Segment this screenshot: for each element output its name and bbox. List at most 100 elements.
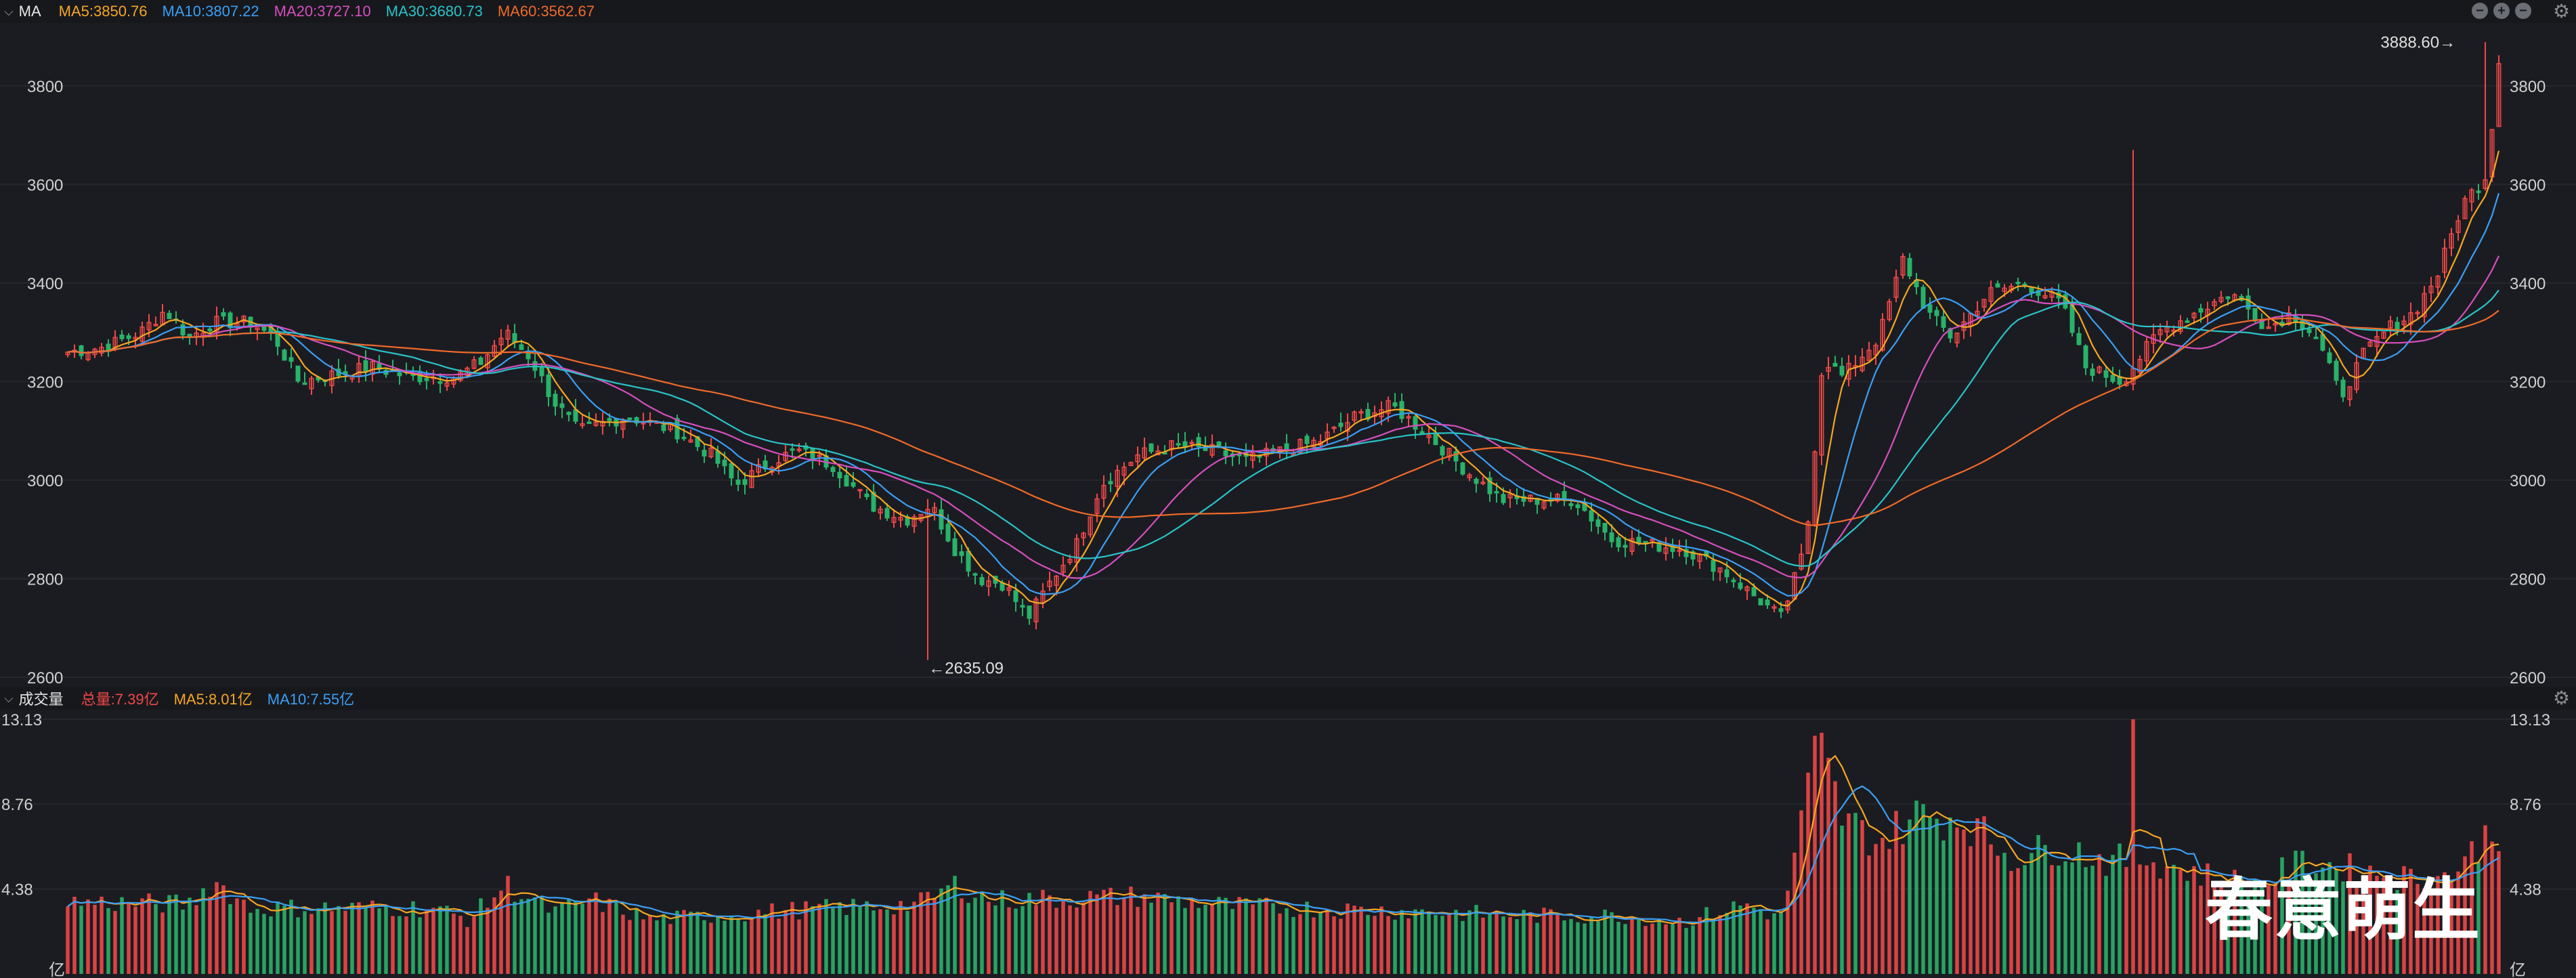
candle-body (1934, 310, 1939, 316)
volume-bar (885, 909, 889, 974)
candle-body (1616, 537, 1621, 548)
candle-body (1088, 516, 1093, 536)
volume-bar (1650, 923, 1654, 974)
volume-bar (919, 892, 923, 974)
volume-bar (235, 898, 239, 974)
volume-bar (1366, 914, 1370, 974)
volume-bar (831, 908, 835, 974)
candle-body (1487, 477, 1493, 494)
volume-bar (2497, 851, 2501, 974)
volume-bar (1989, 844, 1993, 974)
volume-ytick-left: 8.76 (1, 796, 33, 814)
candle-body (1501, 494, 1506, 503)
volume-bar (1129, 887, 1133, 974)
candle-body (945, 524, 951, 542)
volume-bar (912, 901, 916, 974)
candle-body (1954, 333, 1960, 343)
volume-bar (479, 898, 483, 974)
candle-body (1677, 549, 1682, 552)
candle-body (1115, 469, 1120, 487)
volume-bar (2212, 880, 2216, 974)
volume-bar (1765, 919, 1769, 974)
candle-body (187, 333, 192, 337)
candle-body (498, 337, 504, 345)
candle-body (228, 312, 233, 328)
candle-body (424, 378, 429, 381)
volume-bar (1840, 825, 1844, 974)
volume-bar (2341, 881, 2345, 974)
volume-bar (980, 891, 984, 974)
volume-bar (1305, 901, 1309, 974)
volume-bar (1102, 889, 1106, 974)
price-chart: 3800 3800 3600 3600 3400 3400 3200 3200 3000 3000… (0, 33, 2576, 687)
candle-body (1209, 444, 1215, 456)
candle-body (966, 551, 971, 572)
candle-body (2401, 320, 2407, 326)
volume-bar (1847, 813, 1851, 974)
candle-body (932, 507, 937, 513)
candle-body (1568, 503, 1574, 507)
add-indicator-icon[interactable]: + (2493, 3, 2510, 19)
price-ytick-right: 3800 (2510, 78, 2546, 96)
volume-bar (899, 901, 903, 974)
collapse-price-icon[interactable]: ⌵ (4, 4, 14, 18)
candle-body (437, 381, 443, 384)
volume-bar (1346, 903, 1350, 974)
volume-bar (2151, 862, 2155, 974)
volume-bar (262, 914, 266, 974)
candle-body (1900, 255, 1906, 276)
volume-bar (79, 906, 83, 974)
volume-bar (628, 920, 632, 974)
candle-body (1216, 442, 1222, 448)
candle-body (1013, 590, 1018, 602)
price-settings-gear-icon[interactable]: ⚙ (2553, 1, 2571, 22)
volume-bar (1623, 924, 1627, 974)
volume-bar (2090, 866, 2095, 974)
volume-bar (1894, 811, 1898, 974)
candle-body (492, 345, 497, 357)
volume-bar (1027, 893, 1031, 974)
volume-bar (2443, 872, 2447, 974)
volume-bar (2294, 851, 2298, 974)
volume-bar (1664, 924, 1668, 974)
candle-body (871, 491, 876, 512)
candle-body (505, 329, 511, 340)
volume-bar (1793, 852, 1797, 974)
price-ma30-line (67, 289, 2499, 568)
candle-body (1683, 549, 1689, 557)
volume-bar (540, 895, 544, 974)
volume-bar (1542, 908, 1546, 974)
volume-bar (154, 903, 158, 974)
collapse-volume-icon[interactable]: ⌵ (4, 691, 14, 705)
candle-body (979, 577, 985, 585)
candle-body (2218, 297, 2224, 302)
volume-bar (2375, 876, 2379, 974)
volume-bar (2239, 877, 2244, 974)
volume-bar (303, 911, 307, 974)
candle-body (2002, 287, 2007, 292)
volume-bar (1515, 919, 1519, 974)
candle-body (167, 312, 172, 320)
candle-body (1453, 451, 1459, 462)
volume-bar (553, 906, 557, 974)
volume-bar (736, 918, 740, 974)
volume-bar (1962, 829, 1966, 974)
candle-body (1135, 454, 1140, 463)
volume-settings-gear-icon[interactable]: ⚙ (2553, 687, 2571, 708)
volume-bar (370, 900, 374, 974)
candle-body (1406, 416, 1411, 419)
candle-body (952, 538, 958, 557)
volume-bar (357, 902, 361, 974)
minimize-icon[interactable]: − (2472, 3, 2488, 19)
candle-body (553, 394, 558, 407)
volume-bar (1671, 924, 1675, 974)
volume-bar (1291, 916, 1295, 974)
volume-bar (1718, 915, 1722, 974)
volume-bar (1400, 910, 1404, 974)
volume-bar (113, 911, 117, 974)
remove-indicator-icon[interactable]: − (2515, 3, 2531, 19)
candle-body (1589, 510, 1594, 522)
volume-bar (100, 896, 104, 974)
legend-ma30: MA30:3680.73 (385, 3, 483, 20)
